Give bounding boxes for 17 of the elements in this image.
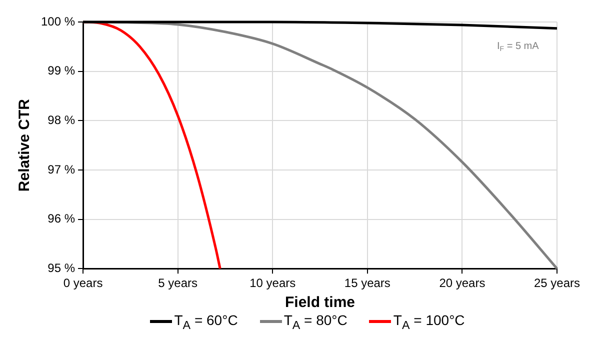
legend-label: T$_{A}$ = 60°C bbox=[174, 312, 238, 332]
y-tick-label: 98 % bbox=[48, 112, 76, 127]
y-axis-title: Relative CTR bbox=[16, 98, 34, 192]
y-tick-label: 100 % bbox=[40, 14, 76, 28]
x-tick-label: 0 years bbox=[63, 276, 103, 290]
legend-label: T$_{A}$ = 100°C bbox=[393, 312, 465, 332]
x-tick-label: 10 years bbox=[250, 276, 296, 290]
x-tick-label: 20 years bbox=[439, 276, 486, 290]
y-tick-label: 96 % bbox=[48, 212, 76, 226]
x-axis-title: Field time bbox=[285, 294, 356, 312]
y-tick-label: 95 % bbox=[48, 260, 76, 275]
y-tick-label: 99 % bbox=[48, 64, 76, 78]
x-tick-label: 25 years bbox=[534, 276, 580, 290]
legend-label: T$_{A}$ = 80°C bbox=[284, 312, 348, 332]
x-tick-label: 15 years bbox=[344, 276, 390, 290]
y-tick-label: 97 % bbox=[48, 162, 76, 176]
x-tick-label: 5 years bbox=[158, 276, 198, 290]
